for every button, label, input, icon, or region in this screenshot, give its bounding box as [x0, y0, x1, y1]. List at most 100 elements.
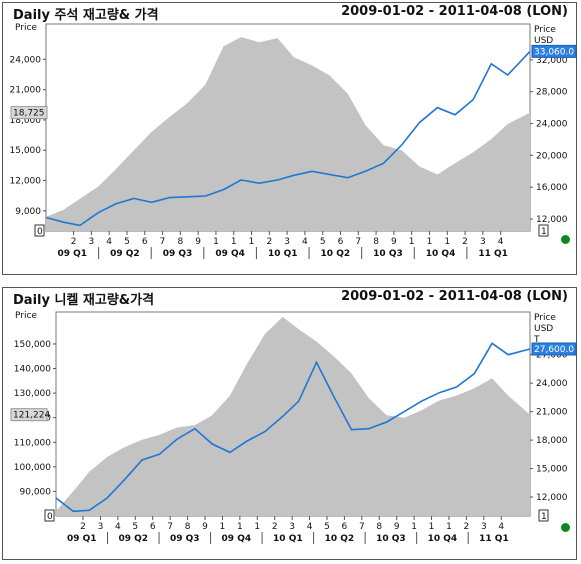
- left-current-tag: [10, 106, 48, 120]
- right-tick-label: 16,000: [536, 183, 568, 193]
- month-label: 3: [289, 522, 295, 532]
- month-label: 1: [213, 237, 219, 247]
- right-tick-label: 15,000: [536, 465, 568, 475]
- left-current-tag: [10, 408, 48, 422]
- right-tick-label: 24,000: [536, 120, 568, 130]
- month-label: 6: [142, 237, 148, 247]
- quarter-label: 09 Q4: [215, 249, 245, 259]
- quarter-label: 10 Q3: [373, 249, 403, 259]
- quarter-label: 09 Q2: [118, 534, 148, 544]
- month-label: 1: [237, 522, 243, 532]
- quarter-label: 09 Q4: [222, 534, 252, 544]
- month-label: 2: [266, 237, 272, 247]
- nickel-chart-panel: Daily 니켈 재고량&가격 2009-01-02 - 2011-04-08 …: [2, 287, 577, 560]
- month-label: 2: [272, 522, 278, 532]
- right-current-tag: [531, 44, 577, 58]
- month-label: 1: [409, 237, 415, 247]
- right-axis-title: USD: [534, 324, 553, 334]
- tin-chart-svg: Price 24,000 21,000 18,000 15,000 12,000 9,000…: [10, 23, 577, 259]
- right-tick-label: 24,000: [536, 379, 568, 389]
- quarter-label: 09 Q2: [110, 249, 140, 259]
- right-tick-label: 27,000: [536, 351, 568, 361]
- month-label: 2: [464, 522, 470, 532]
- status-indicator: [561, 235, 570, 244]
- left-tick-label: 130,000: [14, 389, 51, 399]
- quarter-label: 10 Q2: [325, 534, 355, 544]
- quarter-label: 09 Q3: [170, 534, 200, 544]
- inventory-area: [56, 316, 530, 516]
- left-tick-label: 12,000: [10, 177, 42, 187]
- left-tick-label: 18,000: [10, 116, 42, 126]
- left-zero-box: [44, 509, 55, 522]
- month-label: 1: [444, 237, 450, 247]
- left-zero-label: 0: [37, 227, 43, 237]
- month-label: 5: [324, 522, 330, 532]
- right-axis-title: T: [533, 335, 540, 345]
- quarter-label: 10 Q1: [268, 249, 298, 259]
- right-tick-label: 21,000: [536, 408, 568, 418]
- quarter-label: 09 Q1: [67, 534, 97, 544]
- month-label: 4: [498, 237, 504, 247]
- month-label: 6: [338, 237, 344, 247]
- quarter-label: 10 Q3: [376, 534, 406, 544]
- left-tick-label: 9,000: [15, 207, 41, 217]
- month-label: 4: [106, 237, 112, 247]
- month-label: 1: [249, 237, 255, 247]
- quarter-label: 10 Q4: [428, 534, 458, 544]
- month-label: 9: [391, 237, 397, 247]
- right-tick-label: 32,000: [536, 56, 568, 66]
- month-label: 2: [71, 237, 77, 247]
- quarter-label: 10 Q2: [321, 249, 351, 259]
- month-label: 3: [480, 237, 486, 247]
- month-label: 9: [202, 522, 208, 532]
- quarter-label: 11 Q1: [479, 534, 509, 544]
- right-one-box: [538, 224, 549, 237]
- right-axis-title: USD: [534, 36, 553, 46]
- month-label: 6: [342, 522, 348, 532]
- date-range: 2009-01-02 - 2011-04-08 (LON): [341, 289, 568, 304]
- month-label: 4: [307, 522, 313, 532]
- left-zero-box: [34, 224, 45, 237]
- month-label: 8: [177, 237, 183, 247]
- month-label: 8: [376, 522, 382, 532]
- month-label: 6: [150, 522, 156, 532]
- right-one-label: 1: [541, 227, 547, 237]
- left-tick-label: 90,000: [20, 487, 52, 497]
- month-label: 7: [160, 237, 166, 247]
- left-current-value: 18,725: [13, 109, 45, 119]
- right-tick-label: 20,000: [536, 151, 568, 161]
- month-label: 5: [320, 237, 326, 247]
- left-tick-label: 150,000: [14, 340, 51, 350]
- month-label: 3: [284, 237, 290, 247]
- right-axis-title: Price: [534, 25, 556, 35]
- month-label: 4: [302, 237, 308, 247]
- price-line: [45, 50, 531, 227]
- price-line: [55, 342, 531, 513]
- date-range: 2009-01-02 - 2011-04-08 (LON): [341, 4, 568, 19]
- quarter-label: 09 Q3: [163, 249, 193, 259]
- month-label: 4: [498, 522, 504, 532]
- month-label: 8: [185, 522, 191, 532]
- nickel-chart-svg: Price150,000140,000130,000120,000110,000…: [10, 311, 577, 544]
- right-one-box: [538, 509, 549, 522]
- month-label: 1: [220, 522, 226, 532]
- tin-chart-panel: Daily 주석 재고량& 가격 2009-01-02 - 2011-04-08…: [2, 2, 577, 275]
- left-tick-label: 21,000: [10, 86, 42, 96]
- month-label: 8: [373, 237, 379, 247]
- left-tick-label: 110,000: [14, 438, 51, 448]
- right-current-value: 33,060.0: [534, 47, 574, 57]
- month-label: 1: [429, 522, 435, 532]
- month-label: 7: [359, 522, 365, 532]
- month-label: 3: [89, 237, 95, 247]
- left-axis-title: Price: [15, 311, 37, 321]
- quarter-label: 11 Q1: [478, 249, 508, 259]
- month-label: 1: [446, 522, 452, 532]
- month-label: 5: [124, 237, 130, 247]
- left-zero-label: 0: [47, 512, 53, 522]
- left-tick-label: 140,000: [14, 365, 51, 375]
- right-tick-label: 18,000: [536, 436, 568, 446]
- month-label: 1: [427, 237, 433, 247]
- left-current-value: 121,224: [13, 411, 50, 421]
- month-label: 3: [481, 522, 487, 532]
- month-label: 1: [254, 522, 260, 532]
